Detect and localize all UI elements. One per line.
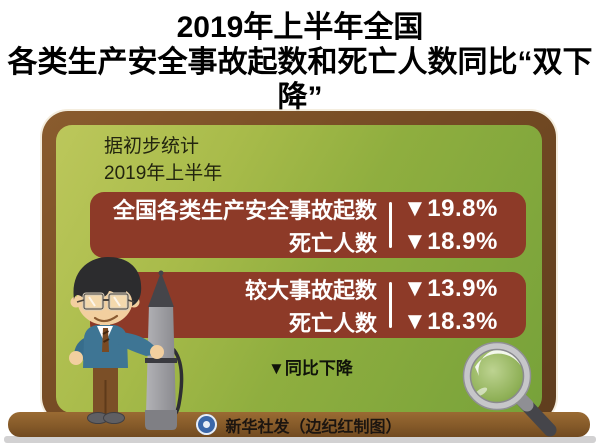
ground-shadow [4,436,596,443]
presenter-character-illustration [69,257,184,430]
page-title-line1: 2019年上半年全国 [176,11,424,44]
stat-label: 死亡人数 [288,230,377,256]
stat-row: 全国各类生产安全事故起数 ▼19.8% [90,192,526,225]
giant-pen-icon [145,270,184,430]
board-note-line1: 据初步统计 [104,136,200,157]
board-note: 据初步统计 2019年上半年 [104,133,222,187]
xinhua-logo-icon [196,414,218,435]
stat-divider [389,202,392,248]
stat-divider [389,282,392,328]
stat-value: ▼18.3% [403,307,498,335]
stat-row: 死亡人数 ▼18.9% [90,225,526,258]
chalkboard-surface [56,125,542,413]
stat-row: 较大事故起数 ▼13.9% [90,272,526,305]
stat-value: ▼19.8% [403,194,498,222]
stat-box-overall: 全国各类生产安全事故起数 ▼19.8% 死亡人数 ▼18.9% [90,192,526,258]
stat-value: ▼18.9% [403,227,498,255]
stat-row: 死亡人数 ▼18.3% [90,305,526,338]
legend-down-arrow: ▼同比下降 [268,359,353,378]
board-note-line2: 2019年上半年 [104,163,223,184]
stat-label: 全国各类生产安全事故起数 [112,197,377,223]
magnifying-glass-icon [462,341,557,437]
stat-value: ▼13.9% [403,274,498,302]
page-title-line2: 各类生产安全事故起数和死亡人数同比“双下降” [7,46,593,114]
credit-text: 新华社发（边纪红制图） [225,418,402,436]
cartoon-man-icon [69,257,164,424]
stat-label: 较大事故起数 [244,277,377,303]
stat-label: 死亡人数 [288,310,377,336]
